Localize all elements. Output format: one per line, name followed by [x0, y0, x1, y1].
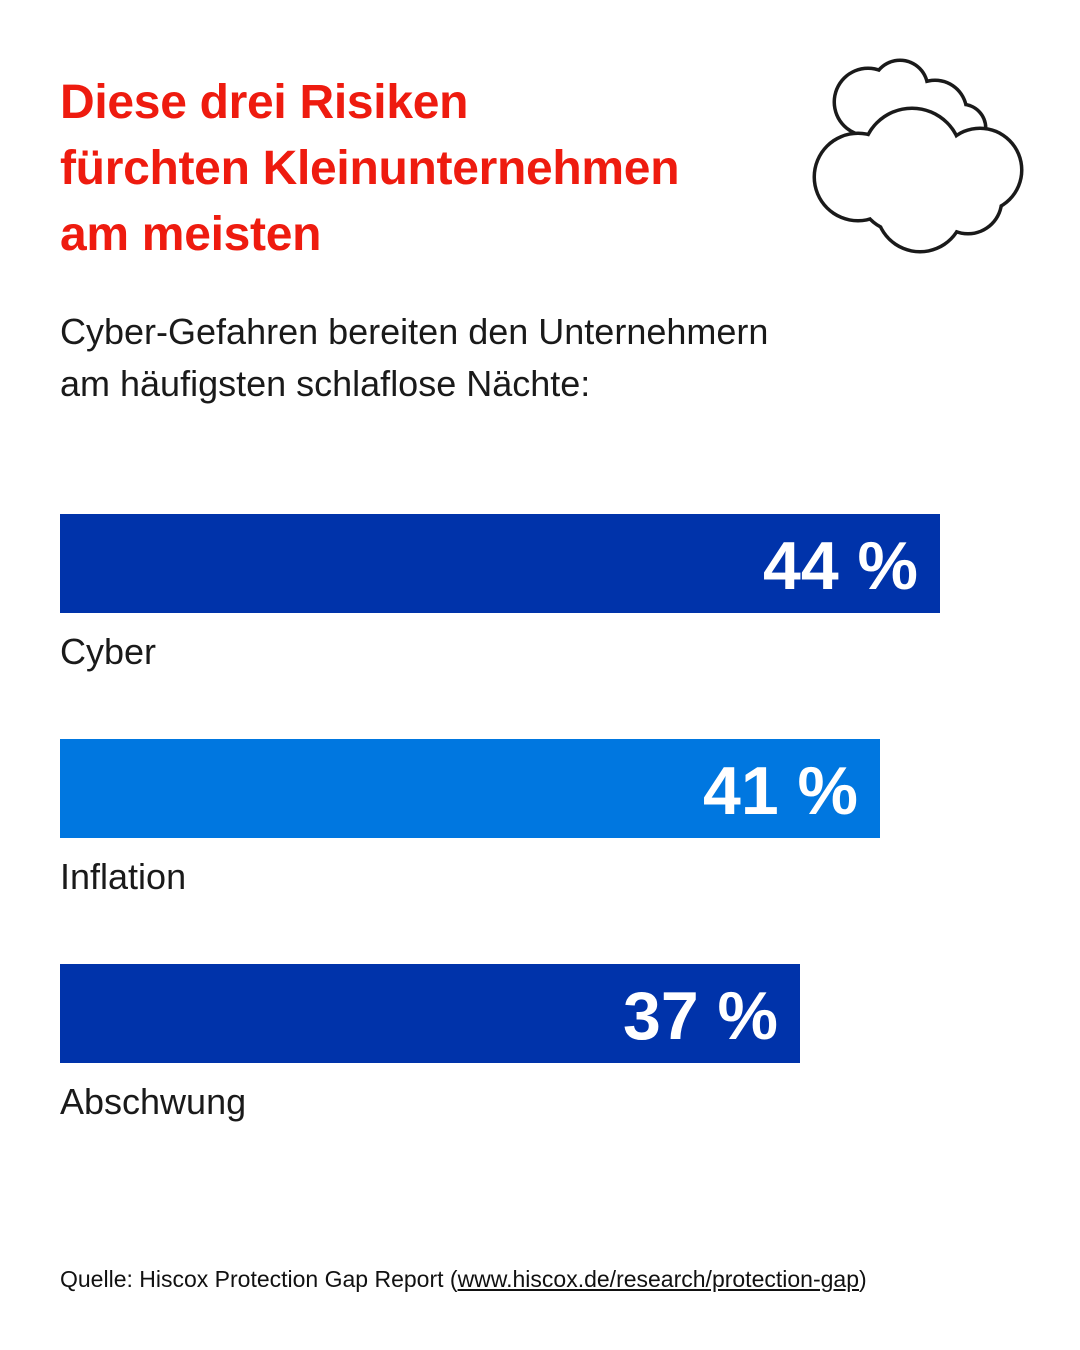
source-text-end: ) [858, 1266, 867, 1292]
subtitle-line: am häufigsten schlaflose Nächte: [60, 363, 591, 404]
bar-value-label: 37 % [623, 978, 778, 1054]
source-text: Quelle: Hiscox Protection Gap Report ( [60, 1266, 458, 1292]
bar-value-label: 41 % [703, 753, 858, 829]
source-link[interactable]: www.hiscox.de/research/protection-gap [457, 1266, 859, 1292]
category-label: Cyber [60, 631, 157, 672]
bar-abschwung: 37 % [60, 964, 800, 1063]
cloud-icon [812, 58, 1024, 254]
title-line: fürchten Kleinunternehmen [60, 142, 680, 195]
title-line: am meisten [60, 208, 322, 261]
bar-cyber: 44 % [60, 514, 940, 613]
subtitle: Cyber-Gefahren bereiten den Unternehmern… [60, 306, 768, 410]
bar-value-label: 44 % [763, 528, 918, 604]
category-label: Inflation [60, 856, 187, 897]
source-note: Quelle: Hiscox Protection Gap Report (ww… [60, 1266, 867, 1293]
chart-title: Diese drei Risiken fürchten Kleinunterne… [60, 70, 680, 268]
subtitle-line: Cyber-Gefahren bereiten den Unternehmern [60, 311, 769, 352]
category-label: Abschwung [60, 1081, 247, 1122]
title-line: Diese drei Risiken [60, 76, 469, 129]
bar-inflation: 41 % [60, 739, 880, 838]
